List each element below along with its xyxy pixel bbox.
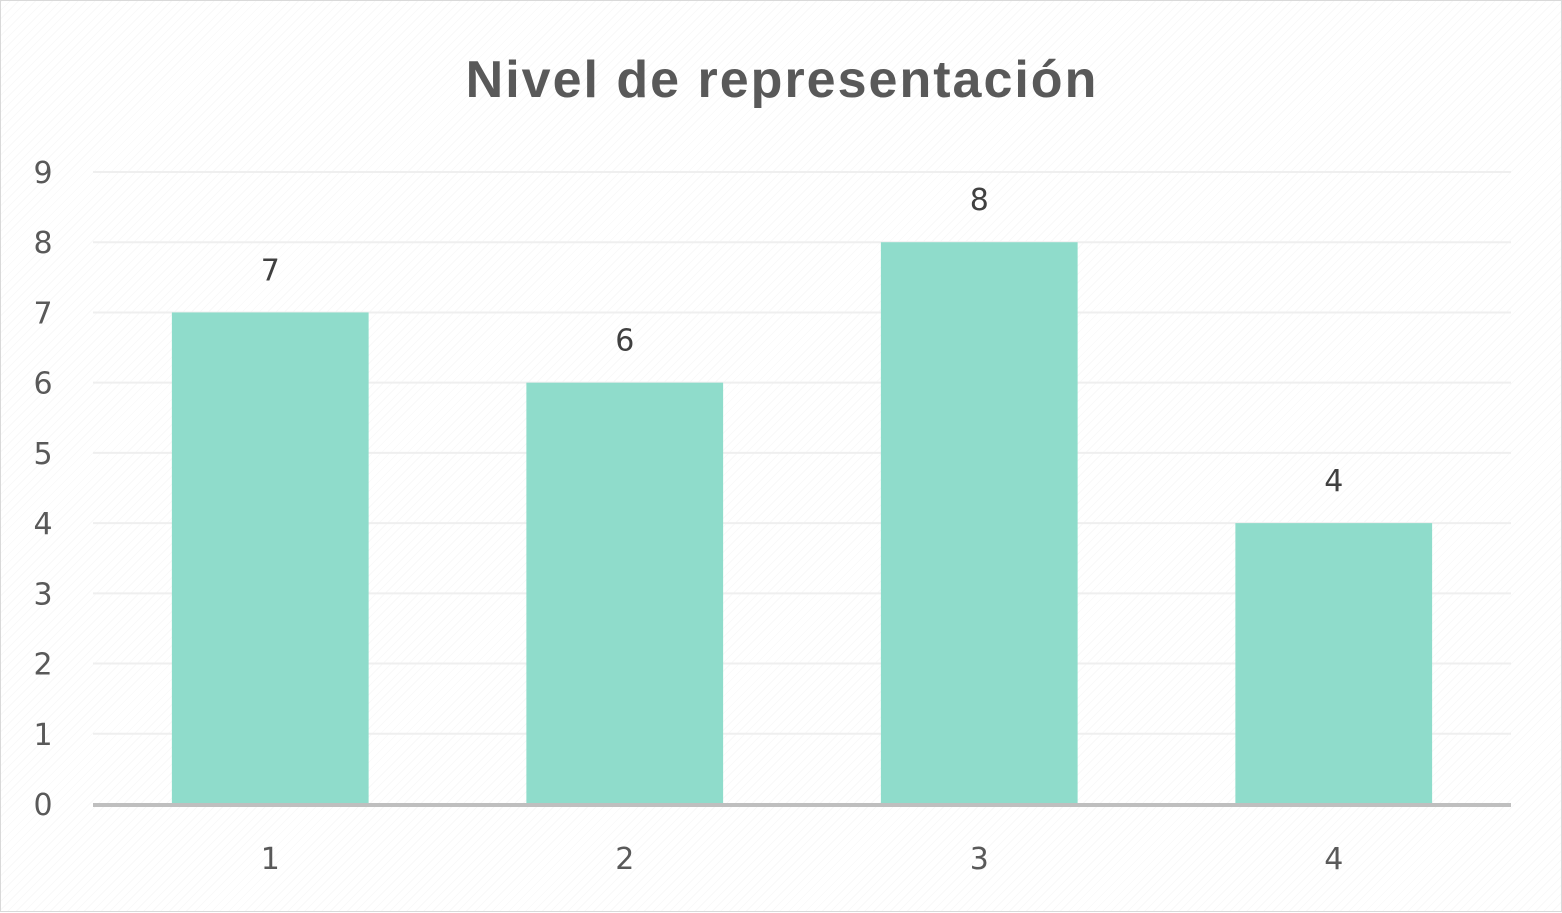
y-tick-label: 4 <box>33 507 52 542</box>
data-label: 4 <box>1324 464 1343 499</box>
y-tick-label: 9 <box>33 156 52 191</box>
x-tick-label: 4 <box>1324 842 1343 877</box>
data-label: 6 <box>615 324 634 359</box>
y-tick-label: 6 <box>33 367 52 402</box>
bar-4 <box>1235 523 1433 804</box>
y-tick-label: 8 <box>33 226 52 261</box>
chart-title: Nivel de representación <box>466 51 1099 109</box>
x-tick-label: 1 <box>261 842 280 877</box>
y-tick-label: 1 <box>33 718 52 753</box>
labels: 0 1 2 3 4 5 6 7 8 9 7 1 6 2 8 3 4 4 <box>33 156 1343 877</box>
x-tick-label: 3 <box>970 842 989 877</box>
bar-1 <box>171 312 369 804</box>
bars <box>171 242 1433 804</box>
x-tick-label: 2 <box>615 842 634 877</box>
y-tick-label: 5 <box>33 437 52 472</box>
y-tick-label: 2 <box>33 648 52 683</box>
y-tick-label: 3 <box>33 577 52 612</box>
bar-2 <box>526 382 724 804</box>
y-tick-label: 7 <box>33 296 52 331</box>
data-label: 7 <box>261 253 280 288</box>
data-label: 8 <box>970 183 989 218</box>
y-tick-label: 0 <box>33 788 52 823</box>
bar-3 <box>880 242 1078 804</box>
